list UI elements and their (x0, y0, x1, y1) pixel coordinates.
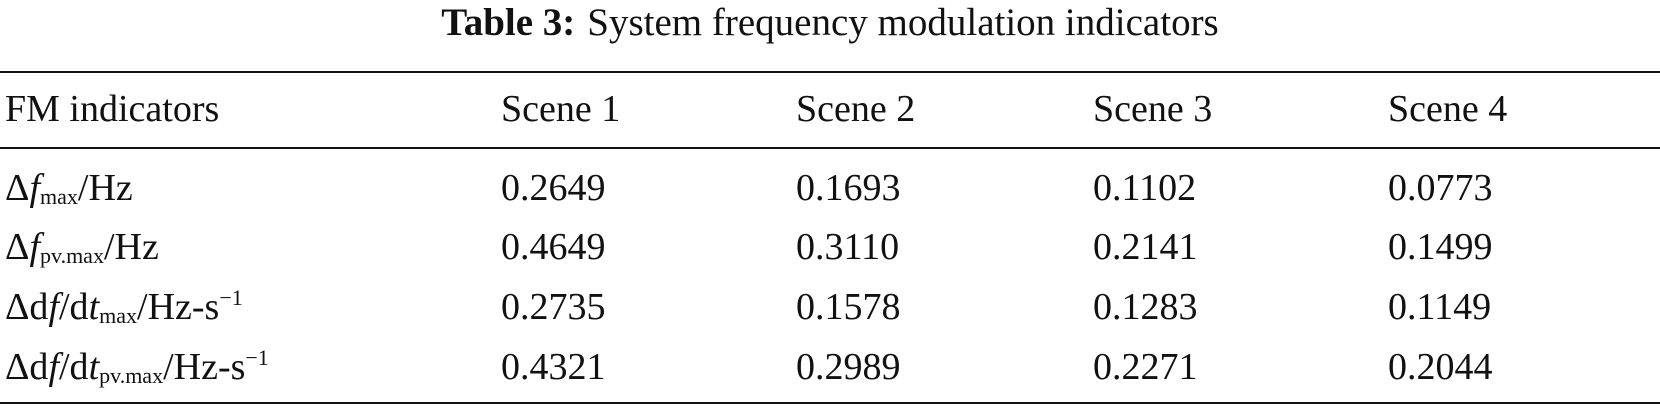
indicator-label: Δdf/dtmax/Hz-s−1 (5, 285, 243, 329)
label-part: pv.max (40, 243, 104, 268)
value-cell: 0.2044 (1388, 346, 1493, 388)
value-cell: 0.1102 (1093, 167, 1197, 209)
label-part: /Hz (77, 167, 133, 209)
indicator-label: Δfpv.max/Hz (5, 225, 159, 269)
value-cell: 0.1283 (1093, 286, 1198, 328)
value-cell: 0.1693 (796, 167, 901, 209)
label-part: f (48, 346, 59, 388)
label-part: /Hz-s (137, 286, 220, 328)
label-part: Δ (5, 226, 30, 268)
label-part: Δd (5, 346, 49, 388)
label-part: −1 (245, 345, 269, 370)
value-cell: 0.4321 (501, 346, 606, 388)
header-rule (0, 147, 1660, 149)
label-part: /Hz (103, 226, 159, 268)
value-cell: 0.2271 (1093, 346, 1198, 388)
label-part: Δ (5, 167, 30, 209)
table-label: Table 3: (441, 1, 576, 44)
value-cell: 0.2989 (796, 346, 901, 388)
header-cell: Scene 4 (1388, 88, 1508, 130)
indicator-label: Δdf/dtpv.max/Hz-s−1 (5, 345, 269, 389)
label-part: max (40, 184, 78, 209)
label-part: t (88, 286, 100, 328)
label-part: /d (59, 346, 89, 388)
label-part: t (88, 346, 100, 388)
top-rule (0, 71, 1660, 73)
value-cell: 0.1499 (1388, 226, 1493, 268)
value-cell: 0.2649 (501, 167, 606, 209)
label-part: max (99, 303, 138, 328)
value-cell: 0.2735 (501, 286, 606, 328)
value-cell: 0.0773 (1388, 167, 1493, 209)
label-part: −1 (219, 285, 243, 310)
value-cell: 0.1578 (796, 286, 901, 328)
label-part: /Hz-s (163, 346, 246, 388)
indicator-label: Δfmax/Hz (5, 166, 133, 210)
label-part: f (48, 286, 59, 328)
table-caption: Table 3: System frequency modulation indi… (0, 0, 1660, 46)
header-cell: Scene 2 (796, 88, 916, 130)
table-title: System frequency modulation indicators (587, 1, 1219, 44)
value-cell: 0.3110 (796, 226, 900, 268)
header-cell: Scene 1 (501, 88, 621, 130)
label-part: /d (59, 286, 89, 328)
value-cell: 0.1149 (1388, 286, 1492, 328)
label-part: pv.max (99, 363, 164, 388)
header-cell: Scene 3 (1093, 88, 1213, 130)
value-cell: 0.4649 (501, 226, 606, 268)
label-part: Δd (5, 286, 49, 328)
value-cell: 0.2141 (1093, 226, 1198, 268)
header-cell: FM indicators (5, 88, 220, 130)
bottom-rule (0, 402, 1660, 404)
label-part: f (29, 226, 40, 268)
label-part: f (29, 167, 40, 209)
